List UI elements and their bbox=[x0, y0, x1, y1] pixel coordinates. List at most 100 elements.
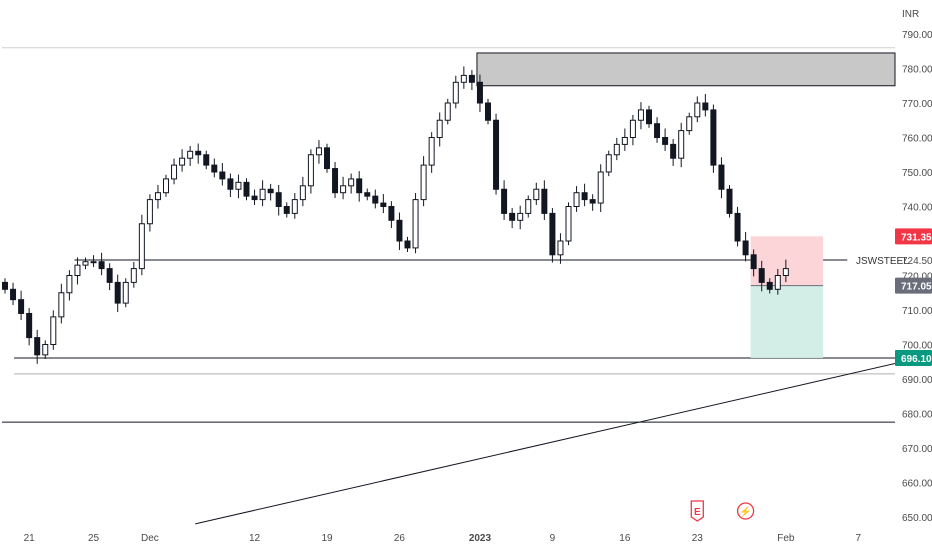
candle-body bbox=[637, 109, 644, 121]
candle-body bbox=[782, 268, 789, 277]
price-badge[interactable] bbox=[895, 349, 932, 366]
dividend-marker-icon[interactable] bbox=[736, 502, 755, 520]
candle-body bbox=[605, 154, 612, 173]
candle-body bbox=[219, 171, 226, 180]
candle-body bbox=[670, 143, 677, 159]
candle-body bbox=[187, 150, 194, 159]
price-badge-label: 696.10 bbox=[901, 354, 932, 365]
candle-body bbox=[476, 81, 483, 104]
candle-body bbox=[404, 240, 411, 249]
candle-body bbox=[742, 240, 749, 256]
candle-body bbox=[452, 81, 459, 104]
candle-body bbox=[42, 344, 49, 356]
candle-body bbox=[340, 185, 347, 194]
price-tick-label: 680.00 bbox=[902, 410, 932, 421]
overlays: JSWSTEEL E ⚡ bbox=[195, 256, 909, 525]
candle-body bbox=[34, 337, 41, 356]
candle-body bbox=[211, 164, 218, 173]
time-tick-label: 21 bbox=[24, 533, 36, 544]
candle-body bbox=[613, 143, 620, 156]
candle-body bbox=[493, 119, 500, 190]
candle-body bbox=[646, 109, 652, 125]
candle-body bbox=[726, 188, 733, 214]
candle-body bbox=[589, 199, 596, 204]
candle-body bbox=[420, 164, 427, 201]
candle-body bbox=[686, 116, 693, 132]
time-tick-label: Feb bbox=[777, 533, 795, 544]
candle-body bbox=[58, 292, 65, 318]
candle-body bbox=[380, 202, 387, 208]
candle-body bbox=[154, 192, 161, 201]
candle-body bbox=[396, 219, 403, 242]
candle-body bbox=[718, 164, 725, 190]
candle-body bbox=[549, 212, 556, 256]
candle-body bbox=[629, 119, 636, 138]
event-marker-label: ⚡ bbox=[739, 505, 751, 518]
candle-body bbox=[26, 312, 33, 339]
candle-body bbox=[138, 223, 145, 270]
time-tick-label: 26 bbox=[394, 533, 406, 544]
event-marker-label: E bbox=[694, 507, 701, 518]
price-badge[interactable] bbox=[895, 228, 932, 245]
price-tick-label: 710.00 bbox=[902, 306, 932, 317]
price-tick-label: 700.00 bbox=[902, 341, 932, 352]
time-tick-label: 9 bbox=[550, 533, 556, 544]
candle-body bbox=[203, 154, 210, 166]
candle-body bbox=[171, 164, 178, 180]
price-tick-label: 650.00 bbox=[902, 513, 932, 524]
candle-body bbox=[678, 130, 685, 159]
target-zone[interactable] bbox=[750, 285, 824, 358]
price-tick-label: 740.00 bbox=[902, 203, 932, 214]
candle-body bbox=[412, 199, 419, 249]
candle-body bbox=[10, 288, 17, 301]
candles bbox=[2, 66, 789, 364]
candle-body bbox=[621, 137, 628, 145]
candle-body bbox=[758, 268, 765, 283]
price-tick-label: 690.00 bbox=[902, 375, 932, 386]
candle-body bbox=[750, 254, 757, 270]
candle-body bbox=[485, 102, 491, 121]
candle-body bbox=[348, 178, 355, 187]
candle-body bbox=[694, 102, 701, 118]
price-levels bbox=[2, 47, 895, 423]
candle-body bbox=[774, 275, 781, 290]
candle-body bbox=[98, 261, 105, 270]
price-badge[interactable] bbox=[895, 277, 932, 294]
price-tick-label: 790.00 bbox=[902, 30, 932, 41]
candle-body bbox=[50, 316, 57, 345]
candle-body bbox=[662, 137, 669, 145]
candle-body bbox=[106, 268, 113, 283]
price-tick-label: 780.00 bbox=[902, 65, 932, 76]
candle-body bbox=[299, 185, 306, 201]
candle-body bbox=[766, 281, 773, 290]
candle-body bbox=[227, 178, 234, 190]
candle-body bbox=[195, 150, 202, 156]
symbol-label: JSWSTEEL bbox=[856, 256, 909, 267]
candle-body bbox=[557, 240, 564, 256]
candle-body bbox=[533, 188, 540, 201]
candle-body bbox=[573, 192, 580, 207]
trendline[interactable] bbox=[195, 362, 896, 525]
candle-body bbox=[372, 195, 379, 204]
candle-body bbox=[444, 102, 451, 121]
time-tick-label: 19 bbox=[321, 533, 333, 544]
candle-body bbox=[356, 178, 363, 194]
zones bbox=[476, 52, 896, 358]
price-badge-label: 717.05 bbox=[901, 282, 932, 293]
candle-body bbox=[307, 154, 314, 187]
candle-body bbox=[501, 188, 508, 214]
time-tick-label: 16 bbox=[619, 533, 631, 544]
candle-body bbox=[2, 281, 8, 290]
candle-body bbox=[581, 192, 588, 201]
time-axis: 21 25 Dec 12 19 26 2023 9 16 23 Feb 7 bbox=[24, 533, 862, 544]
supply-zone[interactable] bbox=[476, 52, 896, 87]
earnings-marker-icon[interactable] bbox=[690, 500, 704, 522]
candle-body bbox=[460, 74, 467, 83]
candle-body bbox=[468, 74, 475, 83]
candle-body bbox=[291, 199, 298, 214]
candle-body bbox=[597, 171, 604, 204]
candle-body bbox=[702, 102, 709, 111]
candle-body bbox=[525, 199, 532, 214]
